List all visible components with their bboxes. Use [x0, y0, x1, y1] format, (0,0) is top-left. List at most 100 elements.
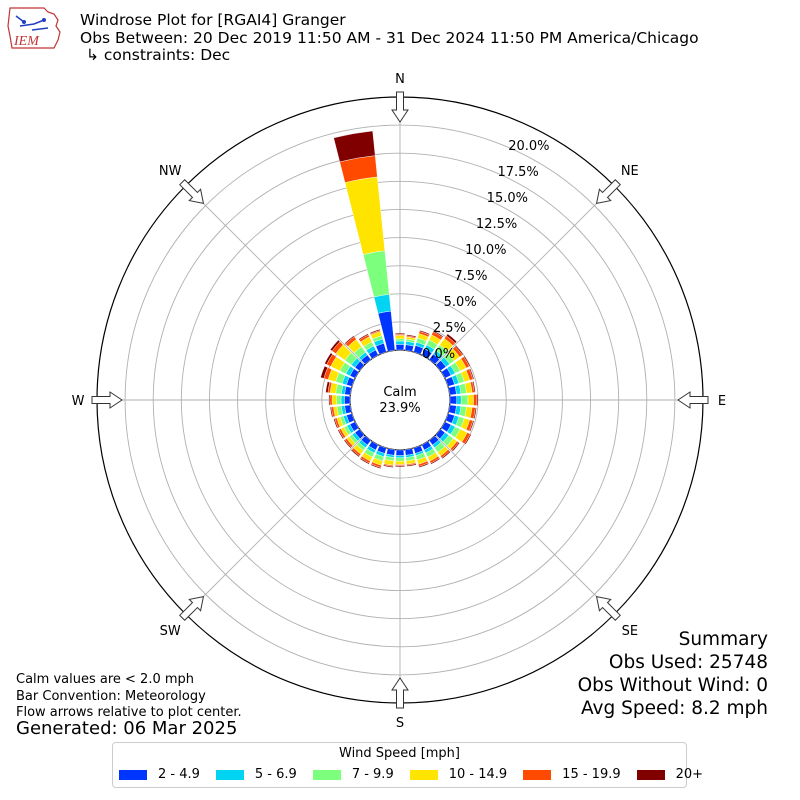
- wind-bar-segment: [395, 340, 405, 345]
- wind-bar-segment: [325, 381, 330, 393]
- flow-arrow-shape: [677, 391, 709, 409]
- flow-arrow-icon: [179, 179, 205, 205]
- wind-bar-segment: [460, 394, 469, 406]
- flow-arrow-shape: [91, 391, 123, 409]
- wind-bar-segment: [340, 395, 345, 405]
- wind-bar-segment: [473, 394, 478, 406]
- wind-bar-segment: [468, 420, 475, 432]
- bar-convention-note: Bar Convention: Meteorology: [16, 689, 206, 704]
- legend-item: 5 - 6.9: [215, 767, 297, 782]
- radial-tick-label: 20.0%: [508, 139, 549, 154]
- wind-bar-segment: [395, 460, 405, 465]
- compass-label: S: [396, 716, 404, 731]
- wind-bar-segment: [359, 457, 370, 465]
- wind-bar-segment: [430, 457, 441, 465]
- wind-bar-segment: [337, 429, 345, 440]
- compass-label: SW: [160, 624, 181, 639]
- legend-item: 10 - 14.9: [409, 767, 507, 782]
- wind-bar-segment: [395, 457, 405, 462]
- wind-bar-segment: [370, 463, 382, 469]
- wind-bar-segment: [329, 394, 333, 406]
- calm-note: Calm values are < 2.0 mph: [16, 672, 195, 687]
- wind-bar-segment: [395, 449, 405, 456]
- flow-arrow-icon: [595, 595, 621, 621]
- radial-tick-label: 17.5%: [497, 165, 538, 180]
- wind-bar-segment: [395, 344, 405, 351]
- summary-obs-used: Obs Used: 25748: [608, 652, 768, 673]
- legend-label: 7 - 9.9: [351, 767, 394, 782]
- bars-layer: [320, 130, 479, 469]
- wind-bar-segment: [344, 335, 355, 345]
- wind-bar-segment: [406, 463, 417, 467]
- flow-arrow-shape: [179, 179, 205, 205]
- wind-bar-segment: [362, 250, 390, 298]
- flow-arrow-shape: [179, 595, 205, 621]
- wind-bar-segment: [369, 328, 381, 335]
- radial-tick-label: 0.0%: [422, 347, 455, 362]
- legend-swatch: [636, 769, 665, 780]
- wind-bar-segment: [395, 335, 405, 340]
- legend-swatch: [312, 769, 341, 780]
- wind-bar-segment: [476, 394, 479, 406]
- flow-arrows-note: Flow arrows relative to plot center.: [16, 705, 242, 720]
- wind-bar-segment: [451, 442, 460, 452]
- legend-label: 20+: [675, 767, 704, 782]
- angular-gridline: [185, 435, 365, 615]
- chart-title: Windrose Plot for [RGAI4] Granger: [80, 11, 346, 29]
- summary-avg-speed: Avg Speed: 8.2 mph: [580, 698, 768, 719]
- flow-arrow-shape: [391, 91, 409, 123]
- calm-circle: [349, 349, 451, 451]
- legend-swatch: [523, 769, 552, 780]
- wind-bar-segment: [468, 368, 475, 380]
- calm-value: 23.9%: [379, 401, 420, 416]
- wind-bar-segment: [394, 332, 406, 335]
- wind-bar-segment: [418, 462, 430, 468]
- wind-bar-segment: [344, 395, 351, 405]
- radial-tick-label: 15.0%: [487, 191, 528, 206]
- compass-label: W: [72, 394, 85, 409]
- wind-bar-segment: [446, 333, 458, 344]
- wind-bar-segment: [328, 394, 331, 406]
- wind-bar-segment: [324, 352, 333, 365]
- wind-bar-segment: [463, 355, 471, 367]
- radial-tick-label: 7.5%: [454, 269, 487, 284]
- compass-label: NW: [159, 164, 182, 179]
- legend-item: 20+: [636, 767, 704, 782]
- constraints-label: ↳ constraints: Dec: [86, 46, 231, 64]
- wind-bar-segment: [350, 449, 360, 458]
- legend-swatch: [409, 769, 438, 780]
- summary-title: Summary: [678, 629, 768, 650]
- summary-obs-without-wind: Obs Without Wind: 0: [577, 675, 768, 696]
- compass-label: SE: [622, 624, 638, 639]
- wind-bar-segment: [454, 345, 464, 356]
- wind-bar-segment: [419, 330, 430, 336]
- iem-logo: IEM: [7, 7, 61, 49]
- wind-bar-segment: [473, 407, 477, 420]
- radial-tick-label: 10.0%: [465, 243, 506, 258]
- wind-bar-segment: [333, 418, 339, 429]
- angular-gridline: [185, 185, 365, 365]
- flow-arrow-icon: [179, 595, 205, 621]
- radial-tick-label: 2.5%: [433, 321, 466, 336]
- legend: Wind Speed [mph] 2 - 4.9 5 - 6.9 7 - 9.9…: [112, 742, 703, 788]
- legend-label: 5 - 6.9: [254, 767, 297, 782]
- wind-bar-segment: [456, 395, 462, 405]
- wind-bar-segment: [472, 381, 476, 393]
- angular-gridline: [435, 435, 615, 615]
- legend-item: 15 - 19.9: [523, 767, 621, 782]
- generated-date: Generated: 06 Mar 2025: [16, 718, 238, 739]
- chart-subtitle: Obs Between: 20 Dec 2019 11:50 AM - 31 D…: [80, 29, 699, 47]
- wind-bar-segment: [336, 395, 342, 405]
- wind-bar-segment: [333, 130, 376, 163]
- flow-arrow-icon: [91, 391, 123, 409]
- legend-swatch: [215, 769, 244, 780]
- legend-label: 2 - 4.9: [158, 767, 200, 782]
- wind-bar-segment: [329, 339, 341, 352]
- labels-layer: 0.0% 2.5% 5.0% 7.5% 10.0% 12.5% 15.0% 17.5% 20.0…: [72, 72, 727, 731]
- flow-arrow-icon: [391, 677, 409, 709]
- legend-item: 7 - 9.9: [312, 767, 394, 782]
- wind-bar-segment: [358, 333, 369, 341]
- flow-arrow-icon: [391, 91, 409, 123]
- wind-bar-segment: [343, 439, 352, 449]
